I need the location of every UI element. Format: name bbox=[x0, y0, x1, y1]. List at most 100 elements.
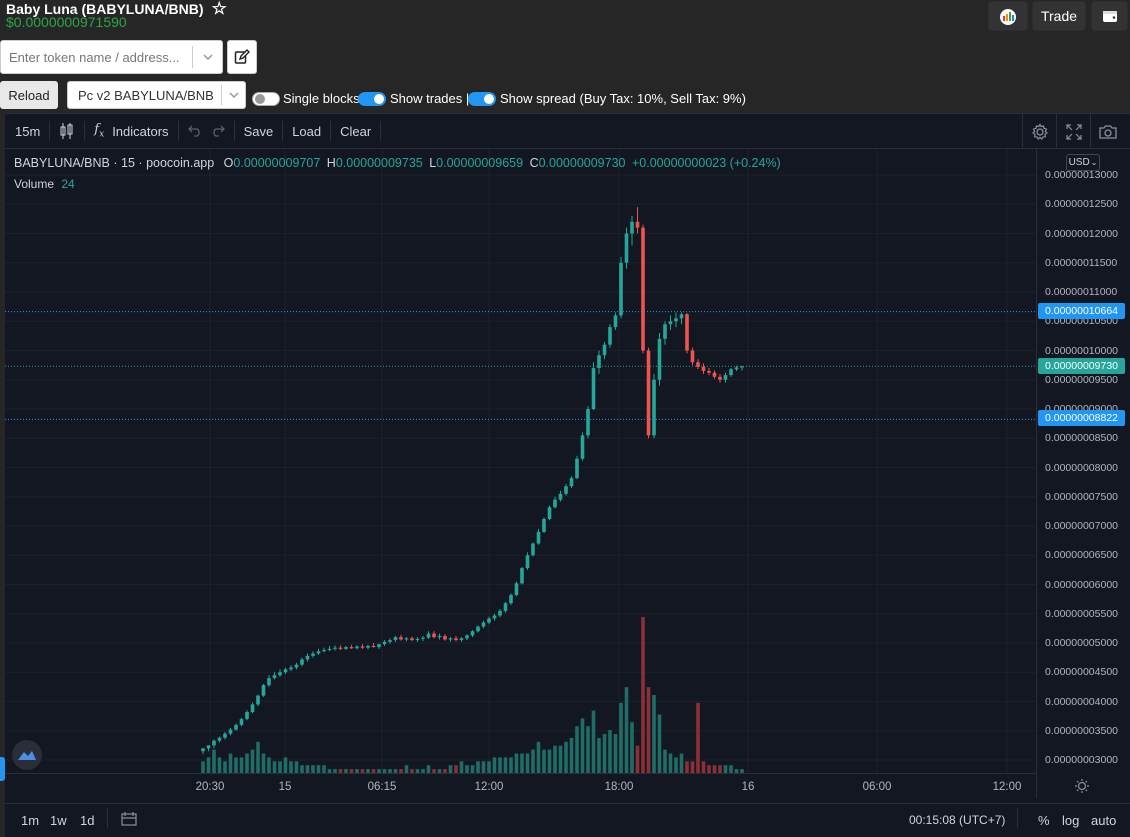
legend-close: 0.00000009730 bbox=[538, 156, 626, 170]
legend-low: 0.00000009659 bbox=[436, 156, 524, 170]
candle bbox=[619, 262, 623, 316]
load-button[interactable]: Load bbox=[292, 123, 322, 139]
candle bbox=[558, 493, 563, 500]
edit-button[interactable] bbox=[227, 40, 257, 74]
show-spread-toggle[interactable] bbox=[468, 92, 496, 106]
fullscreen-button[interactable] bbox=[1056, 114, 1090, 149]
candle bbox=[740, 366, 744, 368]
price-chart[interactable] bbox=[5, 149, 1036, 773]
indicators-button[interactable]: fx Indicators bbox=[85, 114, 177, 149]
chart-type-button[interactable] bbox=[50, 114, 84, 149]
range-1d-button[interactable]: 1d bbox=[80, 813, 95, 828]
volume-bar bbox=[228, 753, 233, 773]
candle bbox=[261, 685, 266, 696]
side-panel-tab[interactable] bbox=[0, 757, 5, 781]
candle bbox=[646, 350, 651, 436]
candle bbox=[206, 745, 211, 749]
calendar-icon bbox=[121, 812, 137, 826]
volume-label: Volume bbox=[14, 177, 55, 191]
y-tick-label: 0.00000005500 bbox=[1045, 607, 1118, 620]
candle bbox=[553, 499, 557, 508]
y-tick-label: 0.00000004500 bbox=[1045, 666, 1118, 679]
volume-bar bbox=[575, 726, 579, 773]
interval-button[interactable]: 15m bbox=[15, 123, 41, 139]
legend-low-key: L bbox=[429, 156, 437, 170]
candle bbox=[575, 458, 579, 479]
token-search-input[interactable]: Enter token name / address... bbox=[0, 40, 223, 74]
candle bbox=[525, 555, 530, 569]
candle bbox=[674, 318, 678, 322]
legend-source: poocoin.app bbox=[146, 156, 215, 170]
chevron-down-icon[interactable] bbox=[192, 46, 222, 68]
candle bbox=[591, 368, 596, 409]
save-button[interactable]: Save bbox=[243, 123, 274, 139]
volume-bar bbox=[399, 769, 403, 773]
y-tick-label: 0.00000006500 bbox=[1045, 549, 1118, 562]
currency-select[interactable]: USD ⌄ bbox=[1066, 154, 1100, 171]
clear-button[interactable]: Clear bbox=[340, 123, 372, 139]
wallet-button[interactable] bbox=[1091, 1, 1128, 31]
reload-button[interactable]: Reload bbox=[0, 81, 58, 109]
candle bbox=[608, 327, 612, 345]
candle bbox=[498, 610, 502, 616]
tradingview-logo-icon[interactable] bbox=[12, 740, 42, 770]
volume-bar bbox=[542, 749, 546, 773]
candle bbox=[459, 638, 464, 641]
y-tick-label: 0.00000008000 bbox=[1045, 461, 1118, 474]
camera-icon bbox=[1098, 124, 1117, 139]
volume-bar bbox=[652, 695, 656, 773]
candle bbox=[503, 603, 508, 611]
candle bbox=[696, 362, 700, 367]
volume-bar bbox=[305, 765, 310, 773]
candle bbox=[338, 647, 343, 649]
snapshot-button[interactable] bbox=[1090, 114, 1124, 149]
volume-bar bbox=[239, 757, 244, 773]
candle bbox=[228, 729, 233, 734]
redo-button[interactable] bbox=[211, 114, 234, 149]
volume-bar bbox=[432, 769, 436, 773]
candle bbox=[663, 324, 667, 339]
candle bbox=[443, 635, 447, 640]
legend-high-key: H bbox=[326, 156, 336, 170]
wallet-icon bbox=[1102, 11, 1117, 22]
log-toggle[interactable]: log bbox=[1062, 813, 1080, 828]
show-trades-toggle[interactable] bbox=[358, 92, 386, 106]
time-axis-border bbox=[5, 773, 1036, 774]
star-icon[interactable]: ☆ bbox=[211, 0, 227, 18]
candle bbox=[520, 568, 524, 584]
volume-bar bbox=[547, 749, 552, 773]
candle bbox=[718, 376, 722, 380]
price-tag-last: 0.00000009730 bbox=[1038, 358, 1125, 374]
legend-change: +0.00000000023 (+0.24%) bbox=[631, 156, 781, 170]
pair-select[interactable]: Pc v2 BABYLUNA/BNB bbox=[67, 81, 246, 109]
volume-bar bbox=[481, 761, 486, 773]
clock-readout[interactable]: 00:15:08 (UTC+7) bbox=[909, 813, 1006, 827]
candle bbox=[580, 435, 585, 459]
x-tick-label: 16 bbox=[741, 781, 755, 793]
range-1w-button[interactable]: 1w bbox=[50, 813, 67, 828]
candle bbox=[657, 338, 662, 380]
range-1m-button[interactable]: 1m bbox=[21, 813, 40, 828]
chart-view-button[interactable] bbox=[988, 1, 1028, 31]
undo-button[interactable] bbox=[179, 114, 211, 149]
single-blocks-toggle[interactable] bbox=[252, 92, 280, 106]
candle bbox=[668, 321, 673, 325]
volume-bar bbox=[421, 769, 425, 773]
trade-button[interactable]: Trade bbox=[1032, 1, 1086, 31]
goto-date-button[interactable] bbox=[121, 812, 137, 829]
axis-settings-button[interactable] bbox=[1074, 778, 1090, 799]
volume-bar bbox=[289, 761, 293, 773]
settings-button[interactable] bbox=[1022, 114, 1056, 149]
auto-toggle[interactable]: auto bbox=[1091, 813, 1117, 828]
chart-bottom-bar: 1m 1w 1d 00:15:08 (UTC+7) % log auto bbox=[5, 803, 1130, 837]
volume-bar bbox=[536, 741, 541, 773]
candle bbox=[316, 651, 321, 654]
candle bbox=[547, 507, 552, 519]
percent-toggle[interactable]: % bbox=[1038, 813, 1050, 828]
volume-bar bbox=[459, 761, 464, 773]
volume-bar bbox=[344, 769, 348, 773]
candle bbox=[701, 366, 706, 371]
volume-bar bbox=[635, 745, 640, 773]
candle bbox=[305, 655, 310, 660]
candle bbox=[729, 369, 733, 376]
